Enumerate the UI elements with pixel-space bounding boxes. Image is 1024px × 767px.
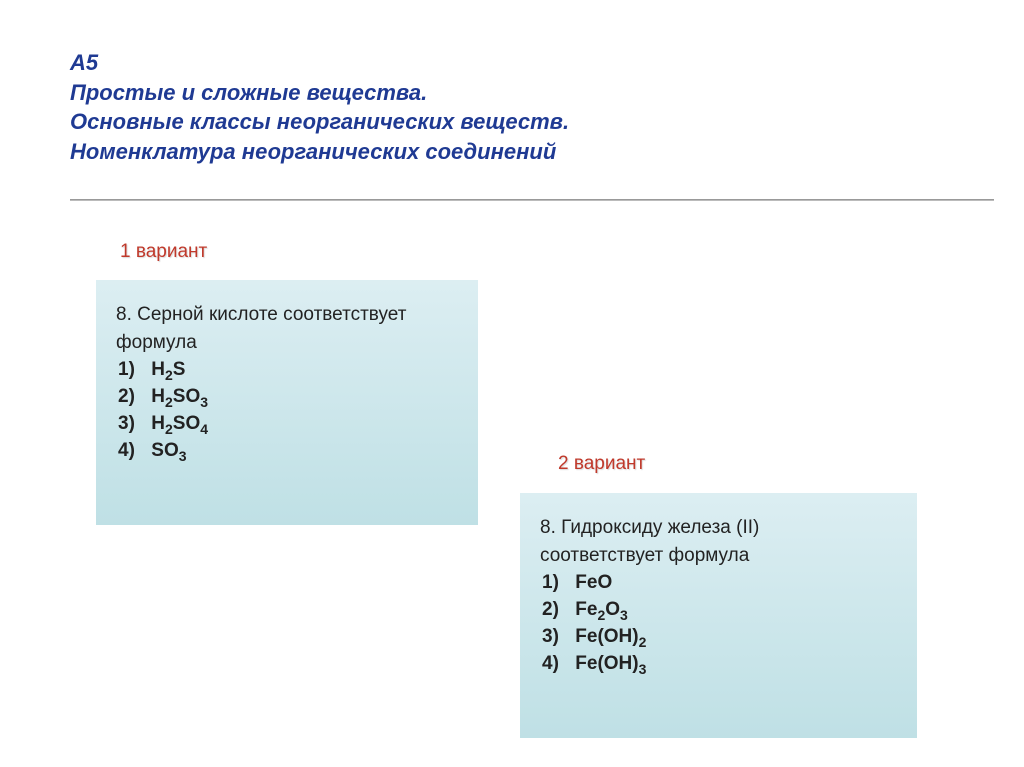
variant2-label: 2 вариант — [558, 453, 645, 475]
question1-line1: 8. Серной кислоте соответствует — [116, 302, 458, 328]
question1-line2: формула — [116, 330, 458, 356]
variant1-label: 1 вариант — [120, 241, 207, 263]
q1-option-4: 4) SO3 — [116, 438, 458, 465]
q1-option-1: 1) H2S — [116, 357, 458, 384]
title-line-3: Основные классы неорганических веществ. — [70, 107, 954, 137]
slide-header: А5 Простые и сложные вещества. Основные … — [0, 0, 1024, 185]
question-box-2: 8. Гидроксиду железа (II) соответствует … — [520, 493, 917, 738]
q2-option-3: 3) Fe(OH)2 — [540, 624, 897, 651]
q1-option-3: 3) H2SO4 — [116, 411, 458, 438]
title-line-2: Простые и сложные вещества. — [70, 78, 954, 108]
question2-line1: 8. Гидроксиду железа (II) — [540, 515, 897, 541]
q2-option-1: 1) FeO — [540, 570, 897, 597]
title-line-1: А5 — [70, 48, 954, 78]
q2-option-2: 2) Fe2O3 — [540, 597, 897, 624]
title-line-4: Номенклатура неорганических соединений — [70, 137, 954, 167]
q2-option-4: 4) Fe(OH)3 — [540, 651, 897, 678]
question2-line2: соответствует формула — [540, 543, 897, 569]
q1-option-2: 2) H2SO3 — [116, 384, 458, 411]
header-divider — [70, 199, 994, 201]
question-box-1: 8. Серной кислоте соответствует формула … — [96, 280, 478, 525]
